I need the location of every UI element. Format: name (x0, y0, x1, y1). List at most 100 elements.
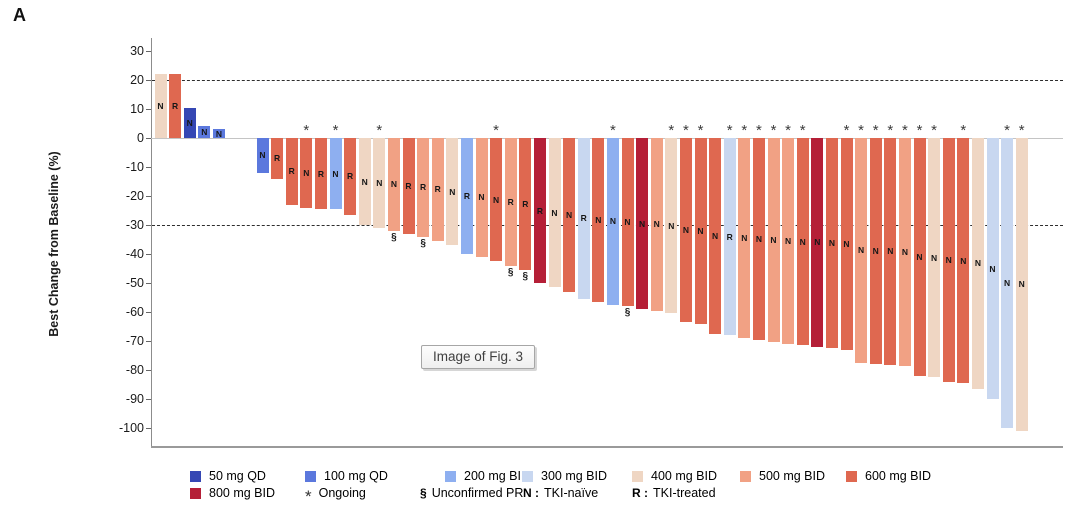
legend-color-chip (740, 470, 751, 482)
bar-status-label: N (390, 179, 397, 190)
legend-label: Unconfirmed PR (431, 486, 524, 500)
ongoing-asterisk-icon: * (609, 122, 616, 139)
bar (198, 126, 211, 138)
y-tick-mark (146, 167, 151, 168)
y-tick-mark (146, 109, 151, 110)
bar-status-label: N (901, 246, 908, 257)
bar-status-label: N (872, 245, 879, 256)
y-tick-label: -70 (125, 334, 144, 348)
y-axis-line (151, 38, 152, 446)
y-tick-mark (146, 51, 151, 52)
bar (621, 138, 634, 307)
bar (665, 138, 678, 314)
bar-status-label: N (858, 245, 865, 256)
y-tick-mark (146, 312, 151, 313)
bar-status-label: N (668, 220, 675, 231)
bar (811, 138, 824, 347)
bar (329, 138, 342, 210)
legend-item: * Ongoing (305, 486, 366, 505)
bar-status-label: R (317, 168, 324, 179)
legend-item: 500 mg BID (740, 469, 825, 483)
bar (971, 138, 984, 389)
x-axis-line (151, 446, 1063, 448)
bar (869, 138, 882, 365)
y-tick-label: 10 (130, 102, 144, 116)
bar (577, 138, 590, 299)
bar (825, 138, 838, 349)
y-tick-mark (146, 370, 151, 371)
y-tick-mark (146, 283, 151, 284)
bar (636, 138, 649, 310)
bar (548, 138, 561, 288)
bar (417, 138, 430, 237)
bar (723, 138, 736, 336)
legend-label: 400 mg BID (651, 469, 718, 483)
bar-status-label: N (259, 150, 266, 161)
bar (563, 138, 576, 292)
bar-status-label: R (405, 180, 412, 191)
unconfirmed-pr-icon: § (507, 266, 514, 278)
bar-status-label: R (347, 171, 354, 182)
bar-status-label: R (463, 190, 470, 201)
bar (285, 138, 298, 205)
bar (358, 138, 371, 225)
bar (840, 138, 853, 350)
y-tick-label: -60 (125, 305, 144, 319)
ongoing-asterisk-icon: * (799, 122, 806, 139)
y-tick-label: -90 (125, 392, 144, 406)
unconfirmed-pr-icon: § (522, 270, 529, 282)
bar-status-label: N (478, 192, 485, 203)
bar-status-label: N (931, 252, 938, 263)
bar (942, 138, 955, 382)
bar (387, 138, 400, 231)
legend-label: 500 mg BID (759, 469, 826, 483)
legend-label: 600 mg BID (865, 469, 932, 483)
legend-item: 200 mg BID (445, 469, 530, 483)
legend-label: TKI-treated (653, 486, 716, 500)
bar-status-label: N (828, 237, 835, 248)
y-tick-label: -40 (125, 247, 144, 261)
y-tick-label: -50 (125, 276, 144, 290)
legend-item: 400 mg BID (632, 469, 717, 483)
legend-item: R : TKI-treated (632, 486, 716, 500)
ongoing-asterisk-icon: * (682, 122, 689, 139)
bar (344, 138, 357, 215)
ongoing-asterisk-icon: * (332, 122, 339, 139)
legend-label: 50 mg QD (209, 469, 266, 483)
bar (402, 138, 415, 234)
bar-status-label: N (682, 224, 689, 235)
bar-status-label: N (843, 238, 850, 249)
legend-label: 800 mg BID (209, 486, 276, 500)
bar-status-label: N (712, 230, 719, 241)
bar-status-label: N (887, 246, 894, 257)
ongoing-asterisk-icon: * (858, 122, 865, 139)
legend-symbol: N : (523, 486, 539, 500)
ongoing-asterisk-icon: * (741, 122, 748, 139)
legend-item: 100 mg QD (305, 469, 388, 483)
ongoing-asterisk-icon: * (901, 122, 908, 139)
y-tick-label: -20 (125, 189, 144, 203)
legend-item: 800 mg BID (190, 486, 275, 500)
bar-status-label: R (580, 213, 587, 224)
ongoing-asterisk-icon: * (1004, 122, 1011, 139)
bar-status-label: R (434, 184, 441, 195)
bar (884, 138, 897, 365)
unconfirmed-pr-icon: § (420, 237, 426, 249)
bar (855, 138, 868, 363)
bar (183, 107, 196, 138)
legend-item: 600 mg BID (846, 469, 931, 483)
bar (475, 138, 488, 257)
ongoing-asterisk-icon: * (770, 122, 777, 139)
bar-status-label: N (945, 254, 952, 265)
ongoing-asterisk-icon: * (376, 122, 383, 139)
legend-item: § Unconfirmed PR (420, 486, 523, 500)
bar-status-label: R (172, 100, 179, 111)
bar-status-label: N (639, 218, 646, 229)
bar-status-label: R (288, 166, 295, 177)
y-tick-mark (146, 428, 151, 429)
bar (431, 138, 444, 241)
ongoing-asterisk-icon: * (843, 122, 850, 139)
bar (898, 138, 911, 366)
bar-status-label: N (960, 255, 967, 266)
ongoing-asterisk-icon: * (493, 122, 500, 139)
